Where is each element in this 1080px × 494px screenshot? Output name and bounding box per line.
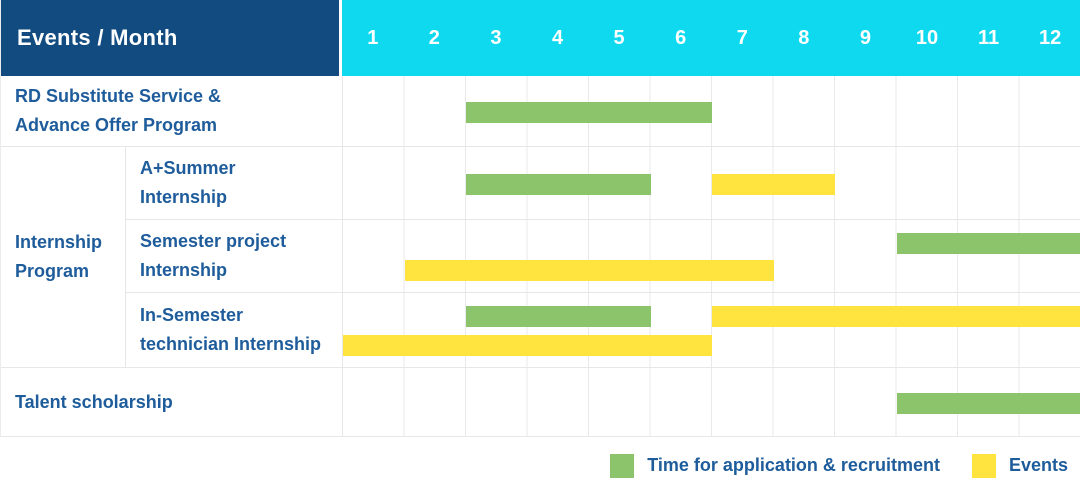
month-header-9: 9 [859, 26, 871, 49]
month-header-7: 7 [736, 26, 748, 49]
chart-row-rd-substitute [342, 76, 1080, 147]
legend: Time for application & recruitment Event… [0, 437, 1080, 494]
month-header-5: 5 [613, 26, 625, 49]
row-label-rd-substitute: RD Substitute Service & Advance Offer Pr… [1, 76, 342, 147]
row-label-semester-project: Semester project Internship [125, 220, 342, 293]
month-header-6: 6 [675, 26, 687, 49]
legend-label-application: Time for application & recruitment [647, 455, 940, 475]
group-label-internship-program: Internship Program [1, 147, 125, 368]
chart-row-in-semester-technician [342, 293, 1080, 368]
gantt-bar-green [896, 393, 1080, 414]
gantt-bar-green [466, 102, 712, 123]
legend-swatch-yellow-icon [971, 453, 996, 478]
month-header-2: 2 [428, 26, 440, 49]
month-header-4: 4 [551, 26, 564, 49]
header-events-month: Events / Month [1, 0, 342, 76]
gantt-bar-yellow [712, 306, 1080, 327]
gantt-bar-yellow [343, 335, 712, 356]
months-header: 1 2 3 4 5 6 7 8 9 10 11 12 [342, 0, 1080, 76]
month-header-3: 3 [490, 26, 502, 49]
gantt-table: Events / Month 1 2 3 4 5 6 7 8 9 10 11 12 RD Substi… [0, 0, 1080, 437]
gantt-bar-green [466, 174, 651, 195]
gantt-bar-green [466, 306, 651, 327]
month-header-8: 8 [798, 26, 810, 49]
month-header-11: 11 [977, 26, 1000, 49]
month-header-10: 10 [915, 26, 939, 49]
row-label-in-semester-technician: In-Semester technician Internship [125, 293, 342, 368]
month-header-12: 12 [1039, 26, 1062, 49]
legend-label-events: Events [1008, 455, 1068, 475]
gantt-bar-yellow [404, 260, 774, 281]
chart-row-semester-project [342, 220, 1080, 293]
gantt-bar-yellow [712, 174, 835, 195]
legend-swatch-green-icon [610, 453, 635, 478]
row-label-talent-scholarship: Talent scholarship [1, 368, 342, 437]
gantt-bar-green [896, 233, 1080, 254]
chart-row-a-plus-summer [342, 147, 1080, 220]
chart-row-talent-scholarship [342, 368, 1080, 437]
row-label-a-plus-summer: A+Summer Internship [125, 147, 342, 220]
legend-item-application: Time for application & recruitment [610, 453, 940, 478]
legend-item-events: Events [971, 453, 1068, 478]
month-header-1: 1 [367, 26, 379, 49]
